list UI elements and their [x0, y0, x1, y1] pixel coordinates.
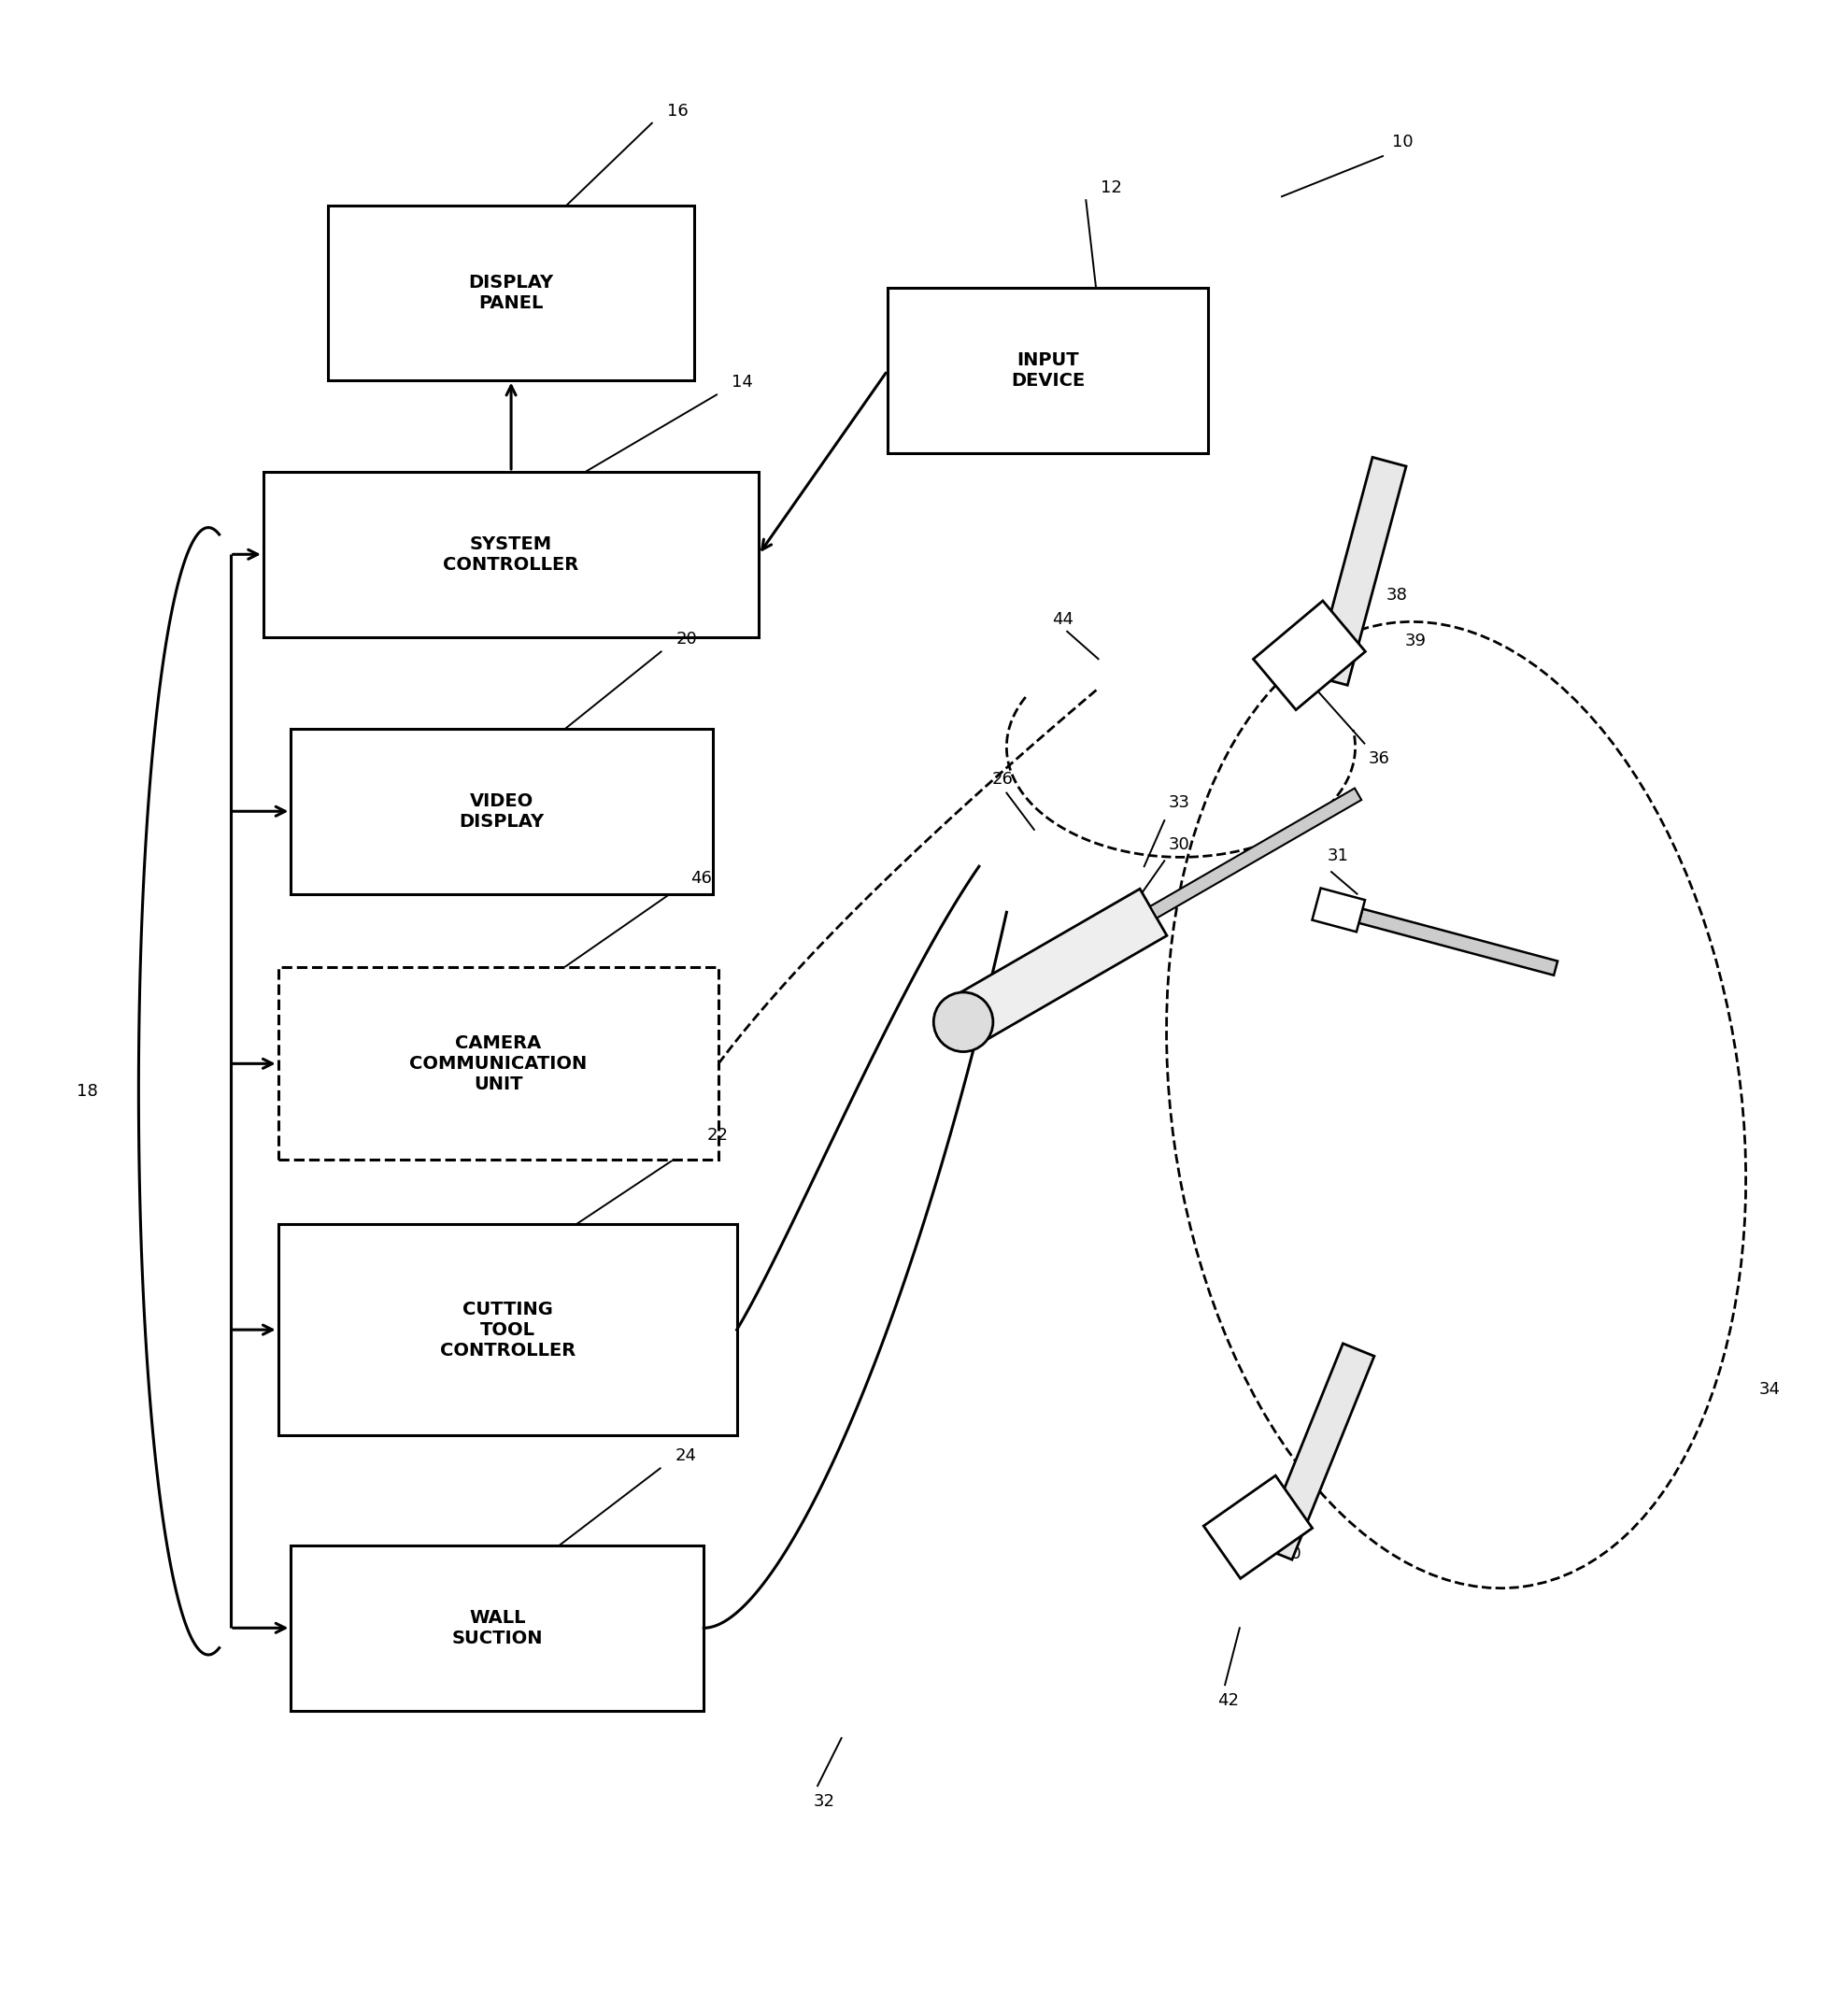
- FancyBboxPatch shape: [277, 1225, 737, 1436]
- Polygon shape: [950, 890, 1166, 1046]
- Text: 46: 46: [689, 869, 711, 888]
- Polygon shape: [1312, 888, 1366, 932]
- Polygon shape: [1358, 910, 1558, 976]
- Text: WALL
SUCTION: WALL SUCTION: [451, 1608, 543, 1647]
- Polygon shape: [1203, 1476, 1312, 1578]
- Text: 31: 31: [1327, 847, 1349, 865]
- Text: 10: 10: [1392, 135, 1414, 151]
- FancyBboxPatch shape: [327, 205, 695, 380]
- Polygon shape: [1260, 1343, 1375, 1560]
- Text: 16: 16: [667, 102, 687, 118]
- Text: CAMERA
COMMUNICATION
UNIT: CAMERA COMMUNICATION UNIT: [410, 1034, 588, 1092]
- Text: 33: 33: [1168, 795, 1190, 811]
- Text: 38: 38: [1386, 586, 1408, 604]
- Polygon shape: [1253, 600, 1366, 709]
- FancyBboxPatch shape: [264, 472, 760, 637]
- Text: 24: 24: [675, 1448, 697, 1464]
- FancyBboxPatch shape: [277, 968, 719, 1161]
- Text: 34: 34: [1759, 1382, 1780, 1398]
- Text: 12: 12: [1101, 179, 1122, 197]
- FancyBboxPatch shape: [887, 289, 1209, 454]
- FancyBboxPatch shape: [290, 729, 713, 894]
- Text: 39: 39: [1404, 633, 1427, 649]
- Polygon shape: [1149, 789, 1362, 918]
- Text: 26: 26: [992, 771, 1013, 787]
- Text: 30: 30: [1168, 837, 1190, 853]
- Text: 42: 42: [1218, 1693, 1240, 1709]
- Text: 22: 22: [708, 1126, 728, 1143]
- Text: 40: 40: [1281, 1546, 1301, 1562]
- Text: 36: 36: [1368, 751, 1390, 767]
- Text: VIDEO
DISPLAY: VIDEO DISPLAY: [460, 791, 545, 831]
- Text: CUTTING
TOOL
CONTROLLER: CUTTING TOOL CONTROLLER: [440, 1301, 575, 1359]
- Text: SYSTEM
CONTROLLER: SYSTEM CONTROLLER: [444, 536, 578, 574]
- FancyBboxPatch shape: [290, 1546, 704, 1711]
- Text: 20: 20: [676, 631, 697, 649]
- Text: 18: 18: [78, 1082, 98, 1100]
- Text: 32: 32: [813, 1793, 835, 1809]
- Ellipse shape: [933, 992, 992, 1052]
- Text: INPUT
DEVICE: INPUT DEVICE: [1011, 351, 1085, 390]
- Text: 44: 44: [1053, 610, 1074, 629]
- Text: 14: 14: [732, 373, 752, 392]
- Text: DISPLAY
PANEL: DISPLAY PANEL: [469, 273, 554, 311]
- Polygon shape: [1314, 458, 1406, 685]
